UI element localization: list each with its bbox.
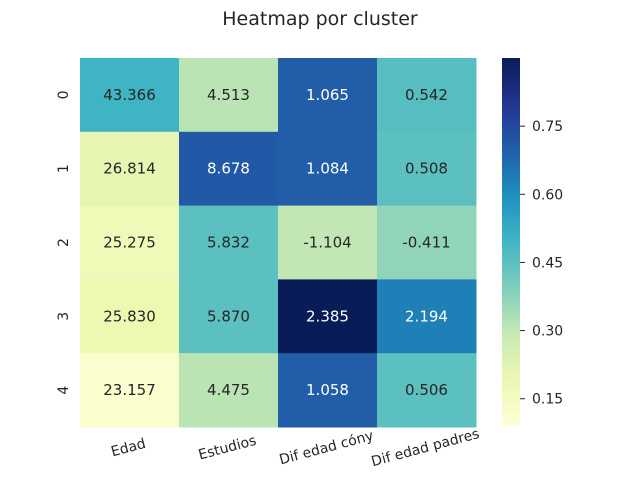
heatmap-cell (377, 353, 477, 428)
cell-annotation: 0.506 (405, 381, 448, 399)
colorbar-tick-label: 0.45 (532, 255, 563, 271)
heatmap-cell (278, 58, 378, 133)
heatmap-cell (377, 279, 477, 354)
heatmap-cell (80, 58, 180, 133)
colorbar-tick-label: 0.15 (532, 392, 563, 408)
colorbar-tick-label: 0.60 (532, 187, 563, 203)
y-tick-label: 0 (56, 90, 72, 99)
x-tick-label: Edad (109, 436, 147, 461)
y-tick-label: 1 (56, 164, 72, 173)
heatmap-cell (278, 279, 378, 354)
cell-annotation: 23.157 (103, 381, 156, 399)
heatmap-cells (80, 58, 477, 428)
heatmap-cell (80, 205, 180, 280)
heatmap-cell (80, 353, 180, 428)
y-tick-label: 3 (56, 312, 72, 321)
heatmap-cell (179, 353, 279, 428)
heatmap-cell (179, 58, 279, 133)
heatmap-cell (377, 205, 477, 280)
cell-annotation: 1.065 (306, 86, 349, 104)
cell-annotation: 2.385 (306, 307, 349, 325)
cell-annotation: 25.275 (103, 234, 156, 252)
cell-annotation: 2.194 (405, 307, 448, 325)
cell-annotation: 26.814 (103, 160, 156, 178)
cell-annotation: -1.104 (303, 234, 351, 252)
colorbar (502, 58, 520, 426)
cell-annotation: 5.870 (207, 307, 250, 325)
cell-annotation: 5.832 (207, 234, 250, 252)
y-tick-labels: 0 1 2 3 4 (56, 90, 72, 394)
x-tick-label: Dif edad cóny (278, 428, 376, 469)
cell-annotation: 25.830 (103, 307, 156, 325)
cell-annotation: 4.513 (207, 86, 250, 104)
heatmap-cell (179, 205, 279, 280)
heatmap-cell (377, 131, 477, 207)
colorbar-tick-label: 0.30 (532, 324, 563, 340)
cell-annotation: 1.084 (306, 160, 349, 178)
cell-annotation: -0.411 (402, 234, 450, 252)
heatmap-cell (80, 279, 180, 354)
y-tick-label: 2 (56, 238, 72, 247)
heatmap-cell (377, 58, 477, 133)
cell-annotations: 43.366 4.513 1.065 0.542 26.814 8.678 1.084 0.5… (103, 86, 450, 399)
chart-title: Heatmap por cluster (222, 8, 418, 30)
colorbar-tick-label: 0.75 (532, 119, 563, 135)
x-tick-label: Estudios (197, 433, 258, 464)
colorbar-ticks: 0.15 0.30 0.45 0.60 0.75 (520, 119, 563, 408)
y-tick-label: 4 (56, 386, 72, 395)
heatmap-cell (80, 131, 180, 207)
cell-annotation: 43.366 (103, 86, 156, 104)
heatmap-cell (179, 279, 279, 354)
cell-annotation: 1.058 (306, 381, 349, 399)
x-tick-label: Dif edad padres (370, 426, 482, 470)
cell-annotation: 0.508 (405, 160, 448, 178)
heatmap-cell (179, 131, 279, 207)
heatmap-cell (278, 131, 378, 207)
heatmap-cell (278, 205, 378, 280)
cell-annotation: 4.475 (207, 381, 250, 399)
cell-annotation: 8.678 (207, 160, 250, 178)
heatmap-cell (278, 353, 378, 428)
cell-annotation: 0.542 (405, 86, 448, 104)
